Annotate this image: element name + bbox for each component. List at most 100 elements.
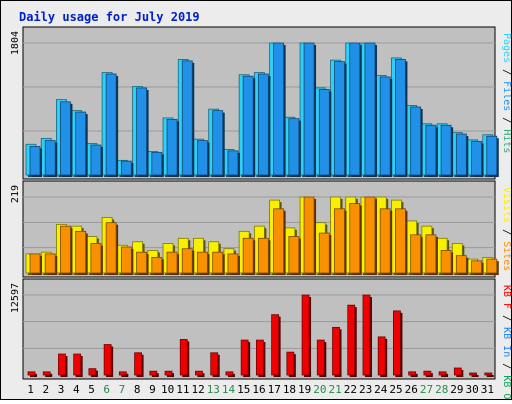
bar-sites-day-15 [242, 237, 254, 274]
bar-sites-day-26 [410, 234, 422, 274]
bar-kbf-day-22 [347, 304, 356, 376]
bar-kbf-day-25 [393, 310, 401, 376]
bar-sites-day-28 [440, 250, 452, 274]
x-tick-label: 10 [161, 383, 174, 396]
bar-kbf-day-17 [271, 314, 280, 376]
bar-kbf-day-16 [255, 339, 264, 376]
bar-shadow [30, 373, 37, 377]
bar-kbf-day-27 [423, 370, 432, 376]
y-series-label-part: Hits [501, 129, 511, 153]
panel-bot: 12597 KB F / KB In / KB Out [10, 278, 512, 404]
bar-kbf-day-18 [286, 351, 295, 376]
bar-sites-day-3 [60, 225, 71, 274]
bar-files-day-12 [197, 140, 208, 176]
x-tick-label: 22 [344, 383, 357, 396]
bar-files-day-2 [44, 140, 56, 176]
bar-sites-day-6 [105, 222, 117, 274]
bar-sites-day-24 [379, 208, 391, 274]
x-tick-label: 30 [466, 383, 479, 396]
bar-kbf-day-1 [27, 371, 36, 376]
y-series-label-part: / [501, 63, 511, 81]
bar-kbf-day-26 [408, 371, 417, 376]
bar-kbf-day-11 [179, 339, 188, 376]
x-tick-label: 25 [389, 383, 402, 396]
x-tick-label: 2 [43, 383, 50, 396]
bar-sites-day-7 [120, 246, 132, 274]
x-tick-label: 6 [103, 383, 110, 396]
x-tick-label: 5 [88, 383, 95, 396]
y-series-label-part: Pages [501, 33, 511, 63]
bar-kbf-day-19 [301, 294, 310, 376]
bar-files-day-3 [60, 101, 71, 176]
bar-sites-day-16 [257, 237, 269, 274]
panel-top: 1804 Pages / Files / Hits [10, 26, 512, 180]
bar-shadow [471, 375, 479, 377]
bar-kbf-day-31 [484, 372, 493, 376]
x-tick-label: 14 [222, 383, 236, 396]
x-tick-label: 21 [329, 383, 342, 396]
bar-sites-day-25 [395, 208, 406, 274]
bar-kbf-day-3 [58, 353, 66, 376]
panel-mid: 219 Visits / Sites [10, 180, 512, 278]
bar-files-day-23 [364, 42, 376, 176]
bar-files-day-27 [425, 124, 437, 176]
x-tick-label: 26 [405, 383, 418, 396]
bar-files-day-8 [136, 87, 147, 176]
bar-kbf-day-2 [42, 371, 51, 376]
x-tick-label: 31 [481, 383, 494, 396]
bar-files-day-1 [29, 146, 41, 176]
x-tick-label: 12 [191, 383, 204, 396]
y-series-label-part: KB F [501, 285, 511, 309]
bar-kbf-day-29 [453, 367, 462, 376]
bar-files-day-19 [303, 42, 315, 176]
bar-files-day-26 [410, 106, 422, 176]
bar-files-day-7 [120, 160, 132, 176]
bar-kbf-day-30 [469, 372, 477, 376]
bar-kbf-day-28 [438, 371, 447, 376]
bar-shadow [441, 373, 449, 377]
y-series-label-part: Files [501, 81, 511, 111]
bar-files-day-13 [212, 110, 224, 176]
bar-sites-day-13 [212, 251, 224, 274]
x-tick-label: 28 [435, 383, 448, 396]
x-tick-label: 4 [73, 383, 80, 396]
bar-files-day-20 [318, 88, 330, 176]
bar-shadow [486, 375, 494, 377]
bar-files-day-14 [227, 150, 239, 176]
y-series-label-part: / [501, 223, 511, 241]
x-tick-label: 23 [359, 383, 372, 396]
bar-sites-day-18 [288, 236, 300, 274]
bar-files-day-31 [486, 135, 498, 176]
bar-files-day-18 [288, 118, 300, 176]
bar-sites-day-14 [227, 253, 239, 274]
x-tick-label: 13 [207, 383, 220, 396]
bar-sites-day-1 [29, 253, 41, 274]
bar-sites-day-2 [44, 253, 56, 274]
x-tick-label: 1 [27, 383, 34, 396]
bar-kbf-day-4 [73, 353, 82, 376]
y-max-label: 219 [10, 185, 21, 203]
bar-kbf-day-24 [377, 336, 386, 376]
y-series-label-part: / [501, 111, 511, 129]
bar-files-day-16 [257, 73, 269, 176]
bar-kbf-day-10 [164, 370, 173, 376]
bar-sites-day-11 [181, 248, 193, 274]
x-tick-label: 8 [134, 383, 141, 396]
x-tick-label: 3 [58, 383, 65, 396]
bar-files-day-24 [379, 76, 391, 176]
y-series-label-part: Visits [501, 187, 511, 223]
bar-sites-day-20 [318, 232, 330, 274]
bar-files-day-22 [349, 42, 361, 176]
bar-sites-day-19 [303, 196, 315, 274]
bar-sites-day-4 [75, 230, 87, 274]
bar-sites-day-31 [486, 258, 498, 274]
bar-sites-day-30 [471, 260, 482, 274]
x-tick-label: 15 [237, 383, 250, 396]
bar-kbf-day-7 [118, 371, 127, 376]
x-tick-label: 9 [149, 383, 156, 396]
x-tick-label: 29 [450, 383, 463, 396]
bar-kbf-day-23 [362, 294, 371, 376]
bar-kbf-day-21 [332, 326, 340, 376]
bar-sites-day-17 [273, 208, 285, 274]
